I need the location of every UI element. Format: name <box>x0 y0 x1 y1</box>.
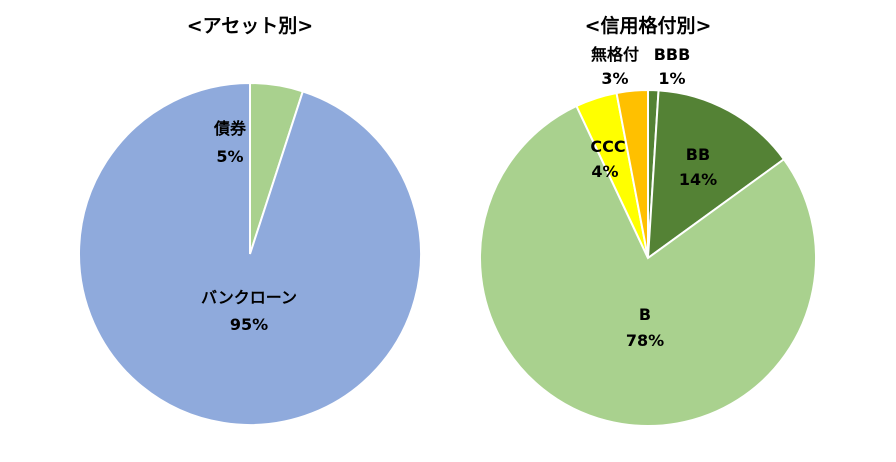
chart-title-asset: <アセット別> <box>187 15 313 37</box>
slice-pct-bb: 14% <box>679 170 717 189</box>
slice-pct-bbb: 1% <box>658 69 685 88</box>
slice-pct-ccc: 4% <box>591 162 618 181</box>
slice-label-bankloan: バンクローン 95% <box>201 288 297 334</box>
slice-pct-unrated: 3% <box>601 69 628 88</box>
rating-slice-2 <box>479 104 817 427</box>
slice-label-bb: BB 14% <box>679 145 717 189</box>
slice-label-b: B 78% <box>626 305 664 350</box>
slice-pct-bonds: 5% <box>216 147 243 166</box>
slice-name-b: B <box>639 305 651 324</box>
rating-slice-1 <box>646 89 786 261</box>
slice-name-bbb: BBB <box>654 45 691 64</box>
pie-chart-asset: <アセット別> 債券 5% バンクローン 95% <box>78 15 422 426</box>
slice-label-bonds: 債券 5% <box>213 119 247 166</box>
pie-asset-slices <box>78 81 422 426</box>
slice-pct-bankloan: 95% <box>230 315 268 334</box>
asset-slice-1 <box>78 81 422 426</box>
slice-name-bb: BB <box>686 145 710 164</box>
rating-slice-4 <box>615 88 649 259</box>
slice-label-unrated: 無格付 3% <box>591 45 639 88</box>
slice-name-bonds: 債券 <box>213 119 247 138</box>
slice-name-bankloan: バンクローン <box>201 288 297 307</box>
slice-pct-b: 78% <box>626 331 664 350</box>
pie-chart-rating: <信用格付別> 無格付 3% BBB 1% CCC 4% BB 14% B 78… <box>479 14 817 427</box>
slice-label-ccc: CCC 4% <box>590 137 625 181</box>
chart-title-rating: <信用格付別> <box>585 14 712 37</box>
slice-name-unrated: 無格付 <box>591 45 639 64</box>
pie-rating-slices <box>479 88 817 427</box>
slice-label-bbb: BBB 1% <box>654 45 691 88</box>
slice-name-ccc: CCC <box>590 137 625 156</box>
